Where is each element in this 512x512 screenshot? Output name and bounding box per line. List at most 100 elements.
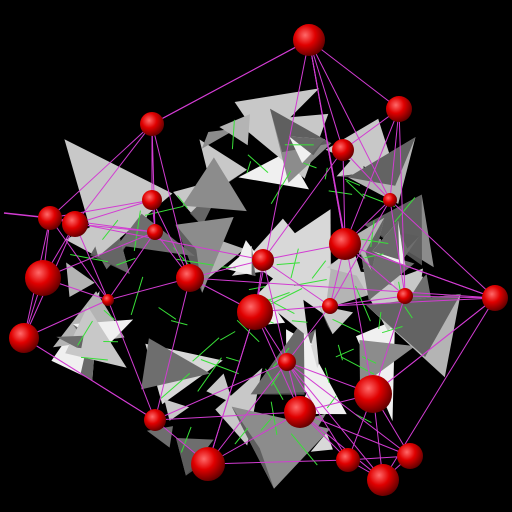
magenta-edge (207, 361, 288, 465)
triangle-face (310, 432, 333, 452)
green-edge (180, 426, 192, 453)
magenta-edge (154, 361, 288, 421)
green-edge (328, 190, 353, 195)
magenta-edge (299, 411, 384, 481)
green-edge (346, 180, 366, 199)
magenta-edge (308, 39, 391, 201)
triangle-face (65, 306, 127, 368)
green-edge (248, 286, 266, 291)
triangle-face (350, 217, 385, 271)
green-edge (77, 320, 93, 346)
magenta-edge (207, 411, 301, 465)
green-edge (361, 356, 377, 364)
magenta-edge (189, 277, 496, 299)
triangle-face-side (372, 221, 400, 260)
green-edge (335, 348, 354, 358)
magenta-edge (286, 361, 349, 461)
magenta-edge (254, 311, 301, 413)
magenta-edge (344, 243, 496, 299)
green-edge (364, 253, 384, 259)
red-node (38, 206, 62, 230)
triangle-face (219, 114, 250, 146)
green-edge (158, 307, 177, 320)
magenta-edge (107, 231, 156, 301)
green-edge (269, 288, 303, 306)
red-node (191, 447, 225, 481)
magenta-edge (404, 295, 496, 299)
green-edge (160, 373, 191, 399)
green-edge (290, 433, 318, 466)
red-node (332, 139, 354, 161)
green-edge (192, 337, 220, 362)
magenta-edge (23, 337, 156, 421)
green-edge (260, 417, 272, 431)
magenta-edge (49, 217, 109, 301)
magenta-edge (372, 297, 496, 395)
magenta-edge (344, 108, 400, 245)
magenta-edge (262, 149, 344, 261)
magenta-edge (262, 259, 331, 307)
magenta-edge (389, 199, 496, 299)
green-edge (303, 162, 317, 169)
green-edge (378, 312, 382, 329)
triangle-face (182, 157, 247, 212)
red-node (329, 228, 361, 260)
triangle-face (175, 217, 234, 293)
green-edge (361, 238, 389, 244)
magenta-edge (299, 411, 411, 457)
red-node (322, 298, 338, 314)
green-edge (197, 357, 222, 392)
red-nodes (9, 24, 508, 496)
triangle-face-side (212, 169, 247, 194)
triangle-face-side (366, 293, 461, 357)
magenta-edge (49, 123, 153, 219)
red-node (278, 353, 296, 371)
green-edge (116, 257, 136, 266)
magenta-edge (207, 459, 349, 465)
green-edge (355, 285, 371, 322)
red-node (140, 112, 164, 136)
triangle-face-side (231, 406, 274, 489)
red-node (102, 294, 114, 306)
red-node (25, 260, 61, 296)
green-edge (176, 258, 214, 266)
green-edge (236, 319, 260, 343)
magenta-edge (207, 311, 256, 465)
green-edge (247, 154, 269, 173)
green-edge (226, 356, 240, 362)
red-node (482, 285, 508, 311)
green-edge (200, 359, 239, 375)
green-edge (231, 119, 235, 150)
green-edge (133, 210, 141, 251)
red-node (147, 224, 163, 240)
triangle-face (325, 263, 394, 309)
magenta-edge (389, 199, 406, 297)
green-edge (344, 178, 361, 186)
green-edge (404, 306, 413, 319)
green-edge (276, 262, 300, 266)
green-edge (332, 318, 361, 333)
red-node (252, 249, 274, 271)
magenta-edge (342, 149, 391, 201)
triangle-face-side (400, 232, 420, 249)
green-edge (103, 309, 116, 321)
magenta-edge (107, 299, 156, 421)
triangle-face (141, 338, 211, 390)
magenta-edge (151, 199, 191, 279)
magenta-edge (308, 39, 374, 395)
red-node (237, 294, 273, 330)
red-node (397, 288, 413, 304)
triangle-face (64, 139, 173, 257)
green-edge (394, 197, 416, 223)
green-edge (381, 326, 403, 334)
triangle-face-side (365, 217, 385, 271)
red-node (336, 448, 360, 472)
magenta-edge (329, 297, 496, 307)
magenta-edge (286, 361, 411, 457)
red-node (142, 190, 162, 210)
green-edge (291, 320, 308, 323)
green-edge (270, 401, 278, 435)
triangle-face (206, 373, 233, 404)
green-edge (270, 373, 280, 386)
